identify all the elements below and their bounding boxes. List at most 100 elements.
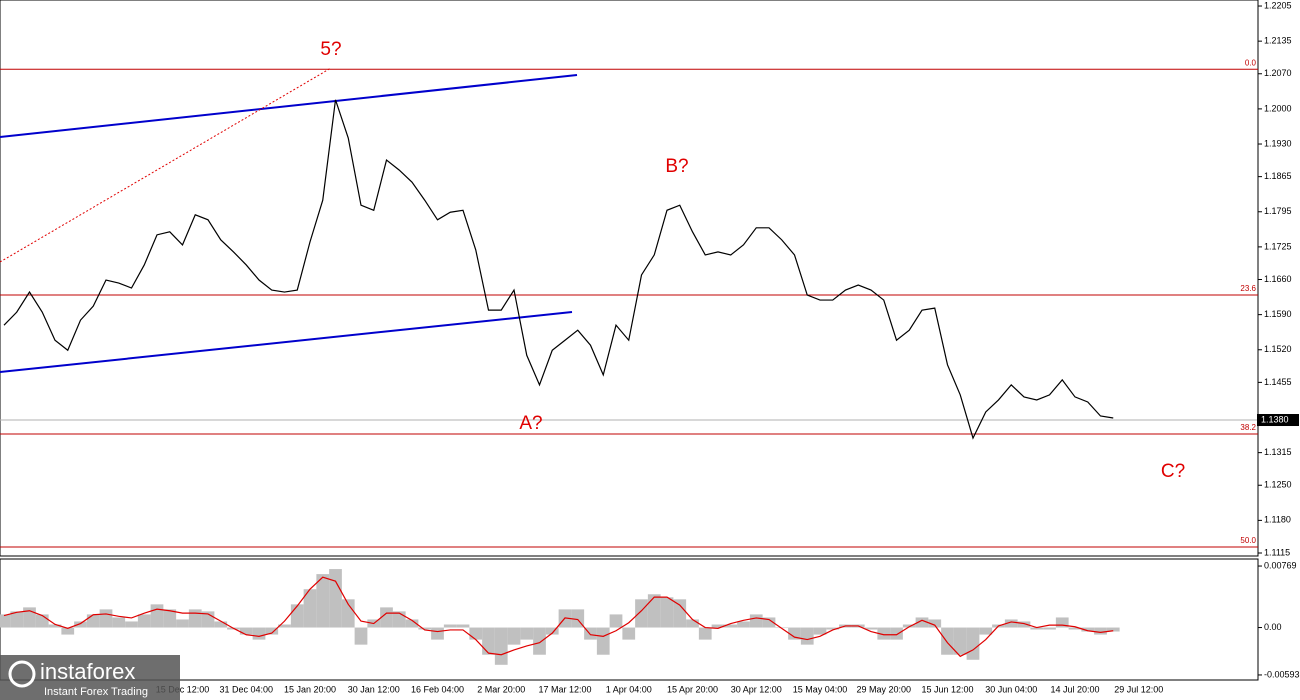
histogram-bar: [61, 627, 75, 635]
histogram-bar: [609, 614, 623, 628]
histogram-bar: [329, 569, 342, 628]
y-tick-label: 1.1660: [1264, 274, 1292, 284]
histogram-bar: [1081, 627, 1095, 632]
histogram-bar: [0, 614, 11, 628]
wave-label: A?: [519, 413, 542, 434]
y-tick-label: 1.1315: [1264, 447, 1292, 457]
x-tick-label: 15 May 04:00: [793, 684, 848, 694]
histogram-bar: [137, 614, 151, 628]
histogram-bar: [635, 599, 648, 628]
histogram-bar: [214, 621, 228, 628]
y-tick-label: 1.1250: [1264, 480, 1292, 490]
histogram-bar: [74, 621, 87, 628]
y-tick-label: 1.2135: [1264, 36, 1292, 46]
histogram-bar: [1004, 619, 1018, 628]
histogram-bar: [290, 604, 304, 628]
histogram-bar: [800, 627, 814, 645]
histogram-bar: [99, 609, 113, 628]
y-tick-label: 1.1115: [1264, 547, 1290, 557]
histogram-bar: [176, 619, 189, 628]
y-tick-label: 1.1590: [1264, 309, 1292, 319]
histogram-bar: [112, 617, 126, 628]
histogram-bar: [647, 594, 661, 628]
price-panel: [0, 0, 1259, 557]
fib-label: 23.6: [1240, 284, 1256, 293]
histogram-bar: [482, 627, 495, 655]
histogram-bar: [545, 627, 559, 635]
y-tick-label: 1.1930: [1264, 138, 1292, 148]
histogram-bar: [10, 611, 24, 628]
histogram-bar: [762, 617, 776, 628]
y-tick-label: 1.1455: [1264, 377, 1292, 387]
histogram-bar: [813, 627, 827, 635]
histogram-bar: [1017, 621, 1031, 628]
histogram-bar: [443, 624, 457, 628]
histogram-bar: [533, 627, 546, 655]
histogram-bar: [1106, 627, 1120, 632]
wave-label: B?: [665, 156, 688, 177]
y-tick-label: 0.00: [1264, 622, 1282, 632]
wave-label: 5?: [320, 39, 341, 60]
y-tick-label: 1.2205: [1264, 0, 1292, 10]
x-tick-label: 16 Feb 04:00: [411, 684, 464, 694]
histogram-bar: [316, 574, 330, 628]
histogram-bar: [494, 627, 508, 665]
watermark-logo: [8, 660, 36, 688]
histogram-bar: [380, 607, 393, 628]
x-tick-label: 31 Dec 04:00: [219, 684, 273, 694]
histogram-bar: [890, 627, 903, 640]
channel-line: [0, 311, 573, 373]
fib-label: 50.0: [1240, 536, 1256, 545]
y-tick-label: 1.1725: [1264, 241, 1292, 251]
x-tick-label: 30 Apr 12:00: [731, 684, 782, 694]
histogram-bar: [686, 619, 699, 628]
fib-label: 0.0: [1245, 58, 1257, 67]
histogram-bar: [902, 624, 916, 628]
y-tick-label: 1.1180: [1264, 515, 1291, 525]
y-tick-label: 1.2000: [1264, 103, 1292, 113]
histogram-bar: [864, 627, 878, 630]
x-tick-label: 15 Jan 20:00: [284, 684, 336, 694]
histogram-bar: [418, 627, 432, 630]
histogram-bar: [163, 609, 177, 628]
signal-line: [3, 576, 1114, 658]
x-tick-label: 29 Jul 12:00: [1114, 684, 1163, 694]
price-line: [3, 99, 1114, 440]
histogram-bar: [303, 589, 317, 628]
histogram-bar: [966, 627, 980, 660]
y-tick-label: -0.00593: [1264, 669, 1300, 679]
watermark: instaforex Instant Forex Trading: [0, 655, 180, 700]
histogram-bar: [953, 627, 967, 655]
histogram-bar: [431, 627, 444, 640]
histogram-bar: [239, 627, 253, 635]
histogram-bar: [125, 621, 138, 628]
histogram-bar: [915, 617, 929, 628]
histogram-bar: [749, 614, 763, 628]
histogram-bar: [341, 599, 355, 628]
y-tick-label: 1.1795: [1264, 206, 1292, 216]
histogram-bar: [265, 627, 279, 635]
histogram-bar: [737, 621, 750, 628]
histogram-bar: [877, 627, 891, 640]
watermark-brand: instaforex: [40, 659, 135, 684]
histogram-bar: [35, 614, 49, 628]
histogram-bar: [1055, 617, 1069, 628]
histogram-bar: [252, 627, 266, 640]
histogram-bar: [354, 627, 368, 645]
y-tick-label: 1.1520: [1264, 344, 1292, 354]
histogram-bar: [826, 627, 840, 630]
current-price-label: 1.1380: [1261, 414, 1289, 424]
histogram-bar: [596, 627, 610, 655]
wave-label: C?: [1161, 461, 1185, 482]
histogram-bar: [698, 627, 712, 640]
histogram-bar: [469, 627, 483, 640]
x-tick-label: 15 Apr 20:00: [667, 684, 718, 694]
histogram-bar: [941, 627, 954, 655]
x-tick-label: 15 Jun 12:00: [921, 684, 973, 694]
x-tick-label: 29 May 20:00: [856, 684, 911, 694]
histogram-bar: [1068, 627, 1082, 630]
histogram-bar: [1094, 627, 1107, 635]
x-tick-label: 1 Apr 04:00: [606, 684, 652, 694]
